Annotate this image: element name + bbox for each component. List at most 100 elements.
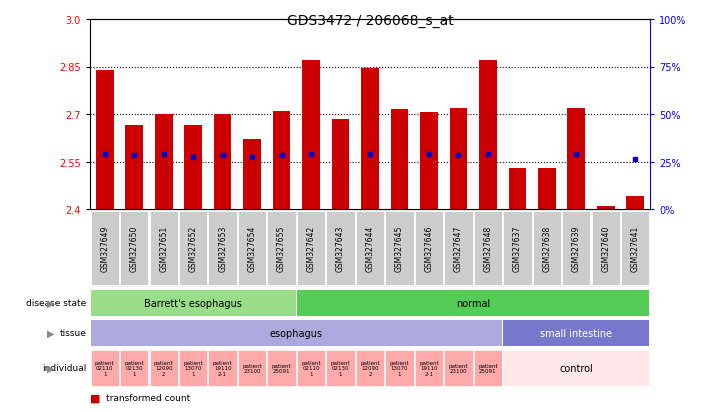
Bar — [90, 320, 502, 346]
Text: GSM327646: GSM327646 — [424, 225, 434, 271]
Bar — [120, 211, 149, 286]
Text: GSM327654: GSM327654 — [247, 225, 257, 271]
Bar — [567, 108, 585, 209]
Text: transformed count: transformed count — [106, 393, 190, 402]
Text: esophagus: esophagus — [269, 328, 323, 338]
Text: GSM327647: GSM327647 — [454, 225, 463, 271]
Text: ▶: ▶ — [47, 328, 55, 338]
Text: GSM327641: GSM327641 — [631, 225, 640, 271]
Text: normal: normal — [456, 298, 491, 308]
Text: GSM327645: GSM327645 — [395, 225, 404, 271]
Bar — [503, 350, 649, 386]
Text: patient
02130
1: patient 02130 1 — [124, 360, 144, 376]
Bar — [592, 211, 620, 286]
Bar — [326, 211, 355, 286]
Text: GSM327638: GSM327638 — [542, 225, 551, 271]
Bar — [415, 350, 443, 386]
Text: GSM327642: GSM327642 — [306, 225, 316, 271]
Text: control: control — [560, 363, 593, 373]
Text: GSM327640: GSM327640 — [602, 225, 610, 271]
Bar — [449, 108, 467, 209]
Text: GSM327652: GSM327652 — [188, 225, 198, 271]
Text: patient
25091: patient 25091 — [478, 363, 498, 373]
Text: ▶: ▶ — [47, 363, 55, 373]
Text: patient
19110
2-1: patient 19110 2-1 — [419, 360, 439, 376]
Text: GSM327637: GSM327637 — [513, 225, 522, 271]
Bar — [326, 350, 355, 386]
Bar — [356, 350, 384, 386]
Bar — [474, 350, 502, 386]
Bar — [626, 197, 644, 209]
Bar — [562, 211, 590, 286]
Bar — [385, 350, 414, 386]
Text: percentile rank within the sample: percentile rank within the sample — [106, 412, 259, 413]
Bar — [267, 350, 296, 386]
Bar — [214, 115, 232, 209]
Bar — [538, 169, 556, 209]
Bar — [179, 211, 208, 286]
Bar — [208, 211, 237, 286]
Bar — [90, 350, 119, 386]
Bar — [302, 61, 320, 209]
Bar — [297, 211, 325, 286]
Text: ■: ■ — [90, 393, 100, 403]
Text: tissue: tissue — [60, 329, 87, 338]
Bar — [243, 140, 261, 209]
Text: patient
19110
2-1: patient 19110 2-1 — [213, 360, 232, 376]
Text: GSM327655: GSM327655 — [277, 225, 286, 271]
Bar — [120, 350, 149, 386]
Bar — [297, 291, 649, 316]
Bar — [267, 211, 296, 286]
Text: Barrett's esophagus: Barrett's esophagus — [144, 298, 242, 308]
Bar — [149, 211, 178, 286]
Bar — [238, 350, 266, 386]
Bar — [361, 69, 379, 209]
Text: GSM327648: GSM327648 — [483, 225, 493, 271]
Text: ■: ■ — [90, 412, 100, 413]
Bar — [415, 211, 443, 286]
Bar — [90, 211, 119, 286]
Bar — [297, 350, 325, 386]
Bar — [444, 350, 473, 386]
Bar — [474, 211, 502, 286]
Text: small intestine: small intestine — [540, 328, 612, 338]
Text: patient
25091: patient 25091 — [272, 363, 292, 373]
Text: patient
12090
2: patient 12090 2 — [360, 360, 380, 376]
Bar — [503, 320, 649, 346]
Text: patient
12090
2: patient 12090 2 — [154, 360, 173, 376]
Bar — [332, 119, 349, 209]
Text: GSM327651: GSM327651 — [159, 225, 169, 271]
Bar — [533, 211, 561, 286]
Text: ▶: ▶ — [47, 298, 55, 308]
Text: patient
23100: patient 23100 — [449, 363, 469, 373]
Text: GDS3472 / 206068_s_at: GDS3472 / 206068_s_at — [287, 14, 454, 28]
Bar — [621, 211, 649, 286]
Bar — [96, 71, 114, 209]
Text: GSM327650: GSM327650 — [129, 225, 139, 271]
Text: GSM327643: GSM327643 — [336, 225, 345, 271]
Bar — [508, 169, 526, 209]
Text: patient
23100: patient 23100 — [242, 363, 262, 373]
Bar — [420, 113, 438, 209]
Bar — [479, 61, 497, 209]
Bar — [597, 206, 614, 209]
Bar — [273, 112, 290, 209]
Bar — [179, 350, 208, 386]
Bar — [90, 291, 296, 316]
Bar — [356, 211, 384, 286]
Text: GSM327644: GSM327644 — [365, 225, 375, 271]
Bar — [385, 211, 414, 286]
Text: GSM327639: GSM327639 — [572, 225, 581, 271]
Text: patient
13070
1: patient 13070 1 — [183, 360, 203, 376]
Bar — [184, 126, 202, 209]
Bar — [503, 211, 532, 286]
Bar — [444, 211, 473, 286]
Text: patient
02110
1: patient 02110 1 — [95, 360, 114, 376]
Bar — [390, 110, 408, 209]
Bar — [238, 211, 266, 286]
Text: GSM327653: GSM327653 — [218, 225, 227, 271]
Text: patient
02110
1: patient 02110 1 — [301, 360, 321, 376]
Text: GSM327649: GSM327649 — [100, 225, 109, 271]
Bar — [149, 350, 178, 386]
Text: individual: individual — [42, 363, 87, 373]
